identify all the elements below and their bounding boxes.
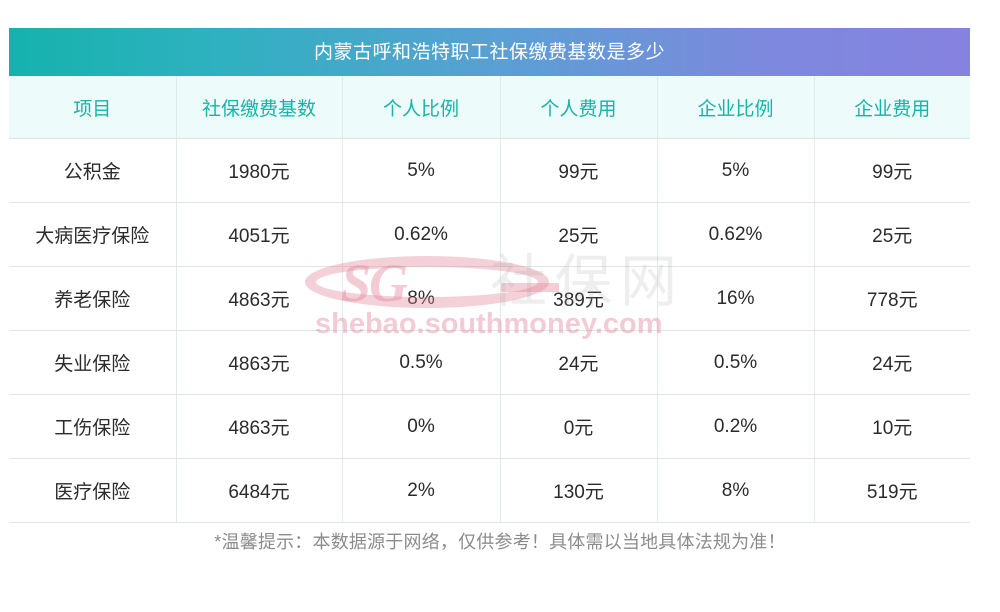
cell-base: 6484元 <box>176 458 343 523</box>
cell-item: 工伤保险 <box>9 394 177 459</box>
table-row: 工伤保险 4863元 0% 0元 0.2% 10元 <box>9 394 970 459</box>
cell-personal-fee: 24元 <box>500 330 658 395</box>
cell-company-fee: 519元 <box>814 458 970 523</box>
cell-company-rate: 16% <box>657 266 815 331</box>
column-header-company-rate: 企业比例 <box>657 76 815 139</box>
cell-base: 4863元 <box>176 394 343 459</box>
cell-item: 医疗保险 <box>9 458 177 523</box>
cell-company-rate: 0.5% <box>657 330 815 395</box>
cell-personal-rate: 0.62% <box>342 202 501 267</box>
page-title-banner: 内蒙古呼和浩特职工社保缴费基数是多少 <box>9 28 970 76</box>
column-header-personal-rate: 个人比例 <box>342 76 501 139</box>
cell-base: 4863元 <box>176 266 343 331</box>
column-header-company-fee: 企业费用 <box>814 76 970 139</box>
cell-item: 养老保险 <box>9 266 177 331</box>
page-title: 内蒙古呼和浩特职工社保缴费基数是多少 <box>313 41 665 63</box>
column-header-personal-fee: 个人费用 <box>500 76 658 139</box>
cell-personal-fee: 0元 <box>500 394 658 459</box>
column-header-item: 项目 <box>9 76 177 139</box>
table-body: 公积金 1980元 5% 99元 5% 99元 大病医疗保险 4051元 0.6… <box>9 138 970 523</box>
table-header: 项目 社保缴费基数 个人比例 个人费用 企业比例 企业费用 <box>9 76 970 139</box>
table-row: 大病医疗保险 4051元 0.62% 25元 0.62% 25元 <box>9 202 970 267</box>
cell-company-fee: 778元 <box>814 266 970 331</box>
cell-item: 大病医疗保险 <box>9 202 177 267</box>
cell-base: 4051元 <box>176 202 343 267</box>
cell-personal-fee: 130元 <box>500 458 658 523</box>
table-row: 养老保险 4863元 8% 389元 16% 778元 <box>9 266 970 331</box>
column-header-base: 社保缴费基数 <box>176 76 343 139</box>
cell-company-rate: 0.2% <box>657 394 815 459</box>
table-row: 失业保险 4863元 0.5% 24元 0.5% 24元 <box>9 330 970 395</box>
fee-table-container: 项目 社保缴费基数 个人比例 个人费用 企业比例 企业费用 公积金 1980元 … <box>9 76 970 523</box>
footer-disclaimer-note: *温馨提示：本数据源于网络，仅供参考！具体需以当地具体法规为准！ <box>214 532 786 552</box>
cell-personal-fee: 99元 <box>500 138 658 203</box>
table-row: 医疗保险 6484元 2% 130元 8% 519元 <box>9 458 970 523</box>
cell-company-fee: 99元 <box>814 138 970 203</box>
cell-company-rate: 8% <box>657 458 815 523</box>
cell-company-rate: 0.62% <box>657 202 815 267</box>
cell-personal-fee: 25元 <box>500 202 658 267</box>
cell-company-fee: 10元 <box>814 394 970 459</box>
cell-item: 失业保险 <box>9 330 177 395</box>
cell-base: 1980元 <box>176 138 343 203</box>
cell-item: 公积金 <box>9 138 177 203</box>
cell-personal-rate: 8% <box>342 266 501 331</box>
cell-personal-rate: 5% <box>342 138 501 203</box>
cell-personal-rate: 0% <box>342 394 501 459</box>
cell-company-fee: 24元 <box>814 330 970 395</box>
table-header-row: 项目 社保缴费基数 个人比例 个人费用 企业比例 企业费用 <box>9 76 970 139</box>
cell-company-rate: 5% <box>657 138 815 203</box>
table-row: 公积金 1980元 5% 99元 5% 99元 <box>9 138 970 203</box>
cell-personal-fee: 389元 <box>500 266 658 331</box>
social-insurance-fee-table: 项目 社保缴费基数 个人比例 个人费用 企业比例 企业费用 公积金 1980元 … <box>9 76 970 523</box>
cell-base: 4863元 <box>176 330 343 395</box>
cell-personal-rate: 2% <box>342 458 501 523</box>
cell-company-fee: 25元 <box>814 202 970 267</box>
cell-personal-rate: 0.5% <box>342 330 501 395</box>
